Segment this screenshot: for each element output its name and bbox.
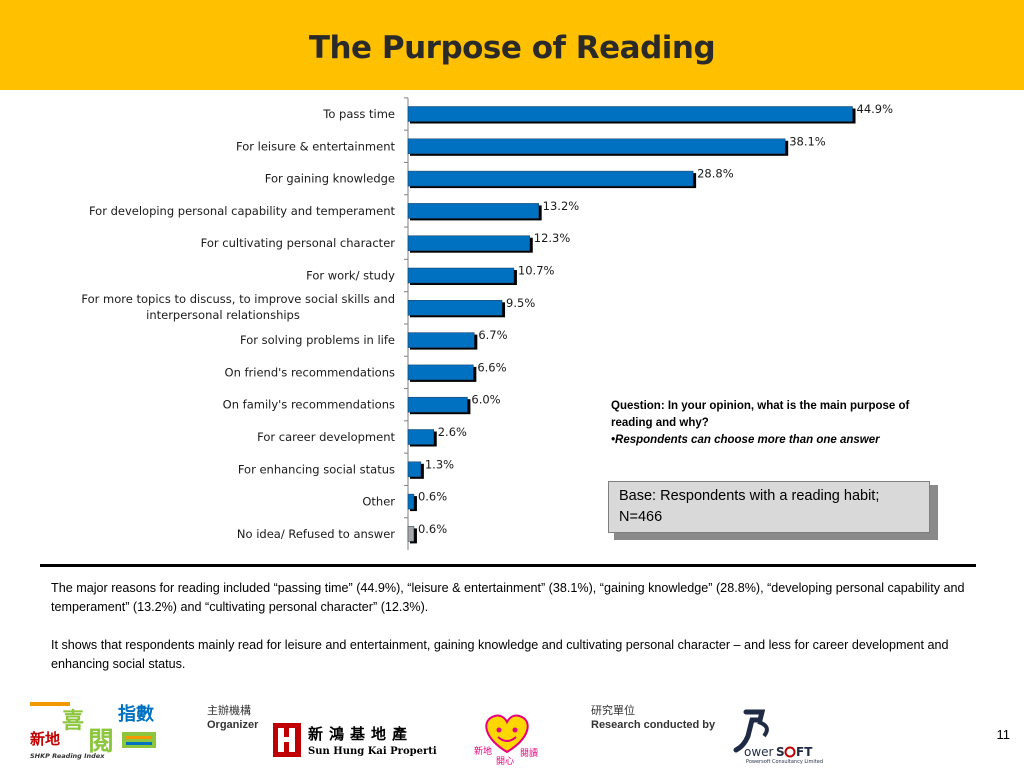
bar-value-label: 10.7% xyxy=(518,264,555,278)
category-label: For leisure & entertainment xyxy=(236,139,395,153)
category-label: For developing personal capability and t… xyxy=(89,204,396,218)
summary-text: The major reasons for reading included “… xyxy=(51,579,971,693)
page-title: The Purpose of Reading xyxy=(308,30,716,66)
category-label: For career development xyxy=(257,430,395,444)
survey-question: Question: In your opinion, what is the m… xyxy=(611,398,911,449)
title-banner xyxy=(0,0,1024,90)
bar-value-label: 12.3% xyxy=(534,231,571,245)
sun-hung-kai-logo: 新鴻基地產 Sun Hung Kai Properties xyxy=(273,723,437,757)
svg-text:Sun Hung Kai Properties: Sun Hung Kai Properties xyxy=(308,746,437,757)
base-note: Base: Respondents with a reading habit; … xyxy=(608,481,930,533)
category-label: For solving problems in life xyxy=(240,333,395,347)
bar xyxy=(407,203,539,219)
bar-chart: 44.9% To pass time 38.1% For leisure & ente… xyxy=(81,97,894,551)
section-divider xyxy=(40,564,976,567)
bar xyxy=(407,396,468,413)
bar xyxy=(407,267,515,284)
bar xyxy=(407,106,853,122)
bar xyxy=(407,526,415,542)
svg-text:喜: 喜 xyxy=(62,708,84,734)
svg-text:指數: 指數 xyxy=(118,703,154,725)
bar xyxy=(407,429,434,445)
bar-value-label: 6.7% xyxy=(478,328,507,342)
svg-text:SHKP Reading Index: SHKP Reading Index xyxy=(30,752,105,760)
bar-value-label: 6.6% xyxy=(477,360,506,374)
research-label-zh: 研究單位 xyxy=(591,705,635,717)
bar-value-label: 9.5% xyxy=(506,296,535,310)
category-label: On family's recommendations xyxy=(223,398,395,412)
question-note: •Respondents can choose more than one an… xyxy=(611,434,880,446)
svg-text:新地: 新地 xyxy=(30,730,60,748)
bar xyxy=(407,235,531,251)
bar-value-label: 1.3% xyxy=(425,457,454,471)
bar-value-label: 0.6% xyxy=(418,522,447,536)
bar-value-label: 6.0% xyxy=(471,393,500,407)
bar xyxy=(407,300,503,316)
svg-text:閱: 閱 xyxy=(88,727,114,757)
organizer-label: 主辦機構 Organizer xyxy=(207,704,258,732)
category-label: No idea/ Refused to answer xyxy=(237,527,395,541)
bar xyxy=(407,332,475,348)
bar-value-label: 38.1% xyxy=(789,134,826,148)
bar-value-label: 2.6% xyxy=(438,425,467,439)
organizer-label-en: Organizer xyxy=(207,719,259,731)
category-label: For work/ study xyxy=(306,269,395,283)
bar xyxy=(407,364,474,381)
summary-paragraph-2: It shows that respondents mainly read fo… xyxy=(51,638,949,671)
bar-value-label: 28.8% xyxy=(697,167,734,181)
organizer-label-zh: 主辦機構 xyxy=(207,705,251,717)
research-label: 研究單位 Research conducted by xyxy=(591,704,715,732)
category-label: For more topics to discuss, to improve s… xyxy=(81,292,395,306)
bar xyxy=(407,493,415,510)
category-label: For gaining knowledge xyxy=(265,172,395,186)
research-label-en: Research conducted by xyxy=(591,719,716,731)
bar xyxy=(407,138,786,155)
bar-value-label: 13.2% xyxy=(543,199,580,213)
svg-text:開心: 開心 xyxy=(496,756,514,766)
svg-text:FT: FT xyxy=(796,745,813,759)
category-label: On friend's recommendations xyxy=(225,365,395,379)
bar xyxy=(407,461,422,478)
category-label: To pass time xyxy=(322,107,395,121)
summary-paragraph-1: The major reasons for reading included “… xyxy=(51,581,965,614)
bar-value-label: 44.9% xyxy=(857,102,894,116)
page-number: 11 xyxy=(996,727,1011,742)
svg-text:新鴻基地產: 新鴻基地產 xyxy=(308,725,413,743)
svg-text:新地: 新地 xyxy=(474,745,492,757)
category-label: Other xyxy=(362,495,395,509)
bar xyxy=(407,170,694,187)
reading-heart-logo: 新地 開心 閱讀 xyxy=(474,714,538,766)
question-text: Question: In your opinion, what is the m… xyxy=(611,400,910,429)
category-label: For enhancing social status xyxy=(238,462,395,476)
svg-text:Powersoft Consultancy Limited: Powersoft Consultancy Limited xyxy=(746,759,823,764)
shkp-reading-index-logo: 新地 喜 閱 指數 SHKP Reading Index xyxy=(30,702,156,760)
category-label: For cultivating personal character xyxy=(201,236,396,250)
svg-text:ower: ower xyxy=(744,745,774,759)
svg-text:S: S xyxy=(776,745,785,759)
category-label: interpersonal relationships xyxy=(146,308,300,322)
powersoft-logo: ower S FT Powersoft Consultancy Limited xyxy=(733,709,823,764)
svg-text:閱讀: 閱讀 xyxy=(520,747,538,759)
bar-value-label: 0.6% xyxy=(418,490,447,504)
